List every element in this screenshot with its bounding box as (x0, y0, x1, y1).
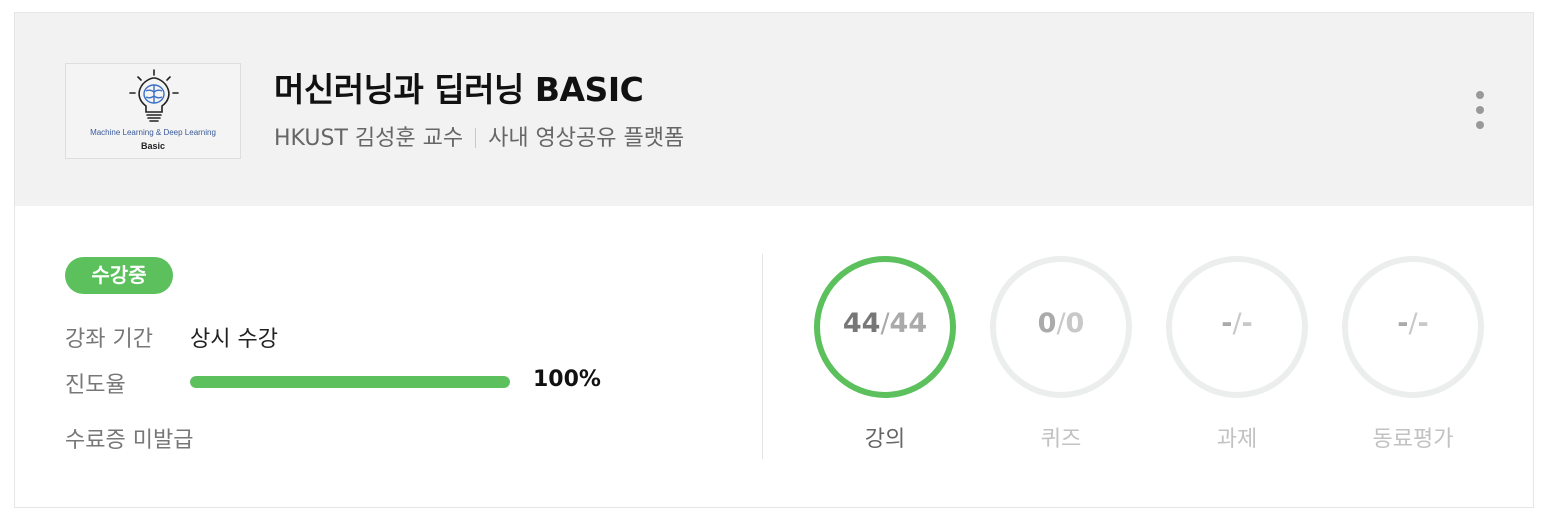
stat-ring-circle (990, 256, 1132, 398)
stat-value: 44/44 (812, 308, 958, 339)
progress-label: 진도율 (65, 373, 126, 398)
platform-name: 사내 영상공유 플랫폼 (488, 126, 685, 151)
stat-total: - (1417, 308, 1429, 339)
course-subtitle: HKUST 김성훈 교수 사내 영상공유 플랫폼 (274, 120, 684, 152)
stat-slash: / (1408, 308, 1418, 339)
stat-total: 44 (889, 308, 928, 339)
stat-ring-circle (1342, 256, 1484, 398)
more-vertical-icon-dot (1476, 106, 1484, 114)
stat-value: -/- (1164, 308, 1310, 339)
stat-ring (814, 256, 956, 398)
stat-done: 44 (842, 308, 881, 339)
instructor-name: HKUST 김성훈 교수 (274, 126, 464, 151)
lightbulb-brain-icon (129, 69, 179, 122)
stat-ring (1342, 256, 1484, 398)
stat-4[interactable]: -/- 동료평가 (1340, 254, 1490, 454)
section-divider (762, 254, 763, 459)
stat-done: - (1397, 308, 1409, 339)
thumbnail-caption: Machine Learning & Deep Learning (90, 128, 216, 137)
stat-value: 0/0 (988, 308, 1134, 339)
stat-label: 강의 (864, 427, 906, 452)
progress-bar (190, 376, 510, 388)
stat-label: 과제 (1216, 427, 1258, 452)
stat-2[interactable]: 0/0 퀴즈 (988, 254, 1138, 454)
stat-label: 퀴즈 (1040, 427, 1082, 452)
progress-bar-fill (190, 376, 510, 388)
stat-slash: / (1232, 308, 1242, 339)
stat-done: - (1221, 308, 1233, 339)
stat-3[interactable]: -/- 과제 (1164, 254, 1314, 454)
stat-ring (990, 256, 1132, 398)
stat-1[interactable]: 44/44 강의 (812, 254, 962, 454)
course-header: Machine Learning & Deep Learning Basic 머… (15, 13, 1533, 206)
more-vertical-icon-dot (1476, 121, 1484, 129)
stat-total: - (1241, 308, 1253, 339)
stat-done: 0 (1037, 308, 1057, 339)
status-badge: 수강중 (65, 257, 173, 294)
course-title[interactable]: 머신러닝과 딥러닝 BASIC (274, 70, 644, 109)
course-card: Machine Learning & Deep Learning Basic 머… (14, 12, 1534, 508)
stat-ring (1166, 256, 1308, 398)
stat-value: -/- (1340, 308, 1486, 339)
period-label: 강좌 기간 (65, 327, 153, 352)
stat-label: 동료평가 (1372, 427, 1454, 452)
stat-slash: / (880, 308, 890, 339)
more-options-button[interactable] (1470, 87, 1490, 133)
progress-percent: 100% (533, 367, 601, 392)
more-vertical-icon (1476, 91, 1484, 99)
thumbnail-subcaption: Basic (140, 141, 166, 151)
certificate-status[interactable]: 수료증 미발급 (65, 428, 194, 453)
stat-ring-circle (1166, 256, 1308, 398)
stat-ring-circle (814, 256, 956, 398)
course-thumbnail[interactable]: Machine Learning & Deep Learning Basic (65, 63, 241, 159)
subtitle-divider (475, 128, 477, 148)
period-value: 상시 수강 (190, 327, 278, 352)
stat-slash: / (1056, 308, 1066, 339)
stat-total: 0 (1065, 308, 1085, 339)
